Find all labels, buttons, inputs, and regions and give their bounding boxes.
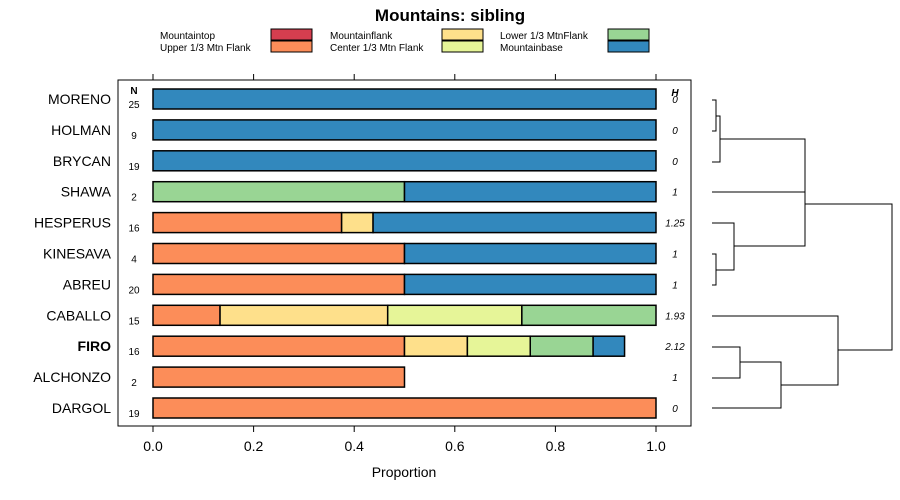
bar-segment bbox=[152, 180, 406, 203]
h-value: 2.12 bbox=[664, 342, 685, 353]
bar-segment bbox=[403, 180, 657, 203]
dendrogram-link bbox=[712, 315, 839, 386]
n-column-header: N bbox=[130, 86, 137, 97]
n-value: 16 bbox=[128, 224, 140, 235]
bar-segment bbox=[219, 304, 389, 327]
bar-segment bbox=[152, 119, 657, 141]
bar-segment bbox=[403, 242, 657, 265]
legend-label: Upper 1/3 Mtn Flank bbox=[160, 43, 252, 54]
n-value: 9 bbox=[131, 131, 137, 142]
n-value: 19 bbox=[128, 409, 140, 420]
n-value: 4 bbox=[131, 255, 137, 266]
x-axis-title: Proportion bbox=[372, 464, 437, 480]
legend-swatch bbox=[607, 40, 650, 53]
bar-segment bbox=[152, 211, 343, 234]
legend-swatch bbox=[607, 28, 650, 41]
legend-swatch bbox=[441, 28, 484, 41]
n-value: 15 bbox=[128, 316, 140, 327]
dendrogram-link bbox=[712, 222, 735, 271]
dendrogram-link bbox=[712, 361, 782, 409]
row-label: HESPERUS bbox=[34, 215, 111, 231]
legend-label: Lower 1/3 MtnFlank bbox=[500, 31, 589, 42]
row-label: KINESAVA bbox=[43, 246, 112, 262]
bar-segment bbox=[466, 335, 531, 357]
legend-swatch bbox=[441, 40, 484, 53]
row-label: HOLMAN bbox=[51, 122, 111, 138]
n-value: 2 bbox=[131, 193, 137, 204]
h-value: 0 bbox=[672, 157, 678, 168]
row-label: SHAWA bbox=[61, 184, 112, 200]
h-value: 1 bbox=[672, 188, 678, 199]
x-tick-label: 0.2 bbox=[244, 438, 264, 454]
bar-segment bbox=[340, 211, 374, 234]
bar-segment bbox=[152, 366, 406, 388]
h-value: 0 bbox=[672, 404, 678, 415]
dendrogram bbox=[712, 99, 893, 409]
dendrogram-link bbox=[720, 138, 806, 192]
h-value: 1.25 bbox=[665, 219, 685, 230]
bar-segment bbox=[152, 335, 406, 357]
x-tick-label: 0.6 bbox=[445, 438, 465, 454]
legend-label: Center 1/3 Mtn Flank bbox=[330, 43, 424, 54]
x-tick-label: 0.0 bbox=[143, 438, 163, 454]
dendrogram-link bbox=[805, 203, 893, 351]
n-value: 19 bbox=[128, 162, 140, 173]
row-label: CABALLO bbox=[46, 307, 111, 323]
bar-segment bbox=[386, 304, 523, 327]
dendrogram-link bbox=[712, 191, 806, 247]
row-label: BRYCAN bbox=[53, 153, 111, 169]
h-value: 0 bbox=[672, 126, 678, 137]
h-value: 1 bbox=[672, 373, 678, 384]
bar-segment bbox=[403, 273, 657, 296]
n-value: 2 bbox=[131, 378, 137, 389]
plot-frame bbox=[117, 79, 692, 427]
dendrogram-link bbox=[712, 253, 717, 286]
h-value: 1 bbox=[672, 280, 678, 291]
bar-rows: MORENO 25 0 HOLMAN 9 0 BRYCAN 19 0 SHAWA 2 1 HESPERU… bbox=[33, 88, 685, 420]
row-label: FIRO bbox=[78, 338, 112, 354]
legend-swatch bbox=[270, 40, 313, 53]
x-tick-label: 1.0 bbox=[646, 438, 666, 454]
row-label: ALCHONZO bbox=[33, 369, 111, 385]
chart-title: Mountains: sibling bbox=[375, 6, 525, 25]
bar-segment bbox=[152, 150, 657, 172]
n-value: 20 bbox=[128, 285, 140, 296]
row-label: ABREU bbox=[63, 276, 111, 292]
x-axis: 0.0 0.2 0.4 0.6 0.8 1.0 bbox=[143, 74, 666, 454]
bar-segment bbox=[372, 211, 657, 234]
legend-swatch bbox=[270, 28, 313, 41]
dendrogram-link bbox=[712, 99, 717, 132]
h-value: 0 bbox=[672, 95, 678, 106]
h-value: 1 bbox=[672, 250, 678, 261]
bar-segment bbox=[152, 304, 221, 327]
x-tick-label: 0.8 bbox=[546, 438, 566, 454]
legend-label: Mountaintop bbox=[160, 31, 215, 42]
bar-segment bbox=[529, 335, 594, 357]
row-label: DARGOL bbox=[52, 400, 111, 416]
row-label: MORENO bbox=[48, 91, 111, 107]
legend-label: Mountainbase bbox=[500, 43, 563, 54]
legend-label: Mountainflank bbox=[330, 31, 393, 42]
h-column-header: H bbox=[671, 88, 679, 99]
bar-segment bbox=[152, 273, 406, 296]
h-value: 1.93 bbox=[665, 311, 685, 322]
n-value: 25 bbox=[128, 100, 140, 111]
n-value: 16 bbox=[128, 347, 140, 358]
bar-segment bbox=[403, 335, 469, 357]
bar-segment bbox=[592, 335, 626, 357]
dendrogram-link bbox=[712, 346, 741, 379]
bar-segment bbox=[152, 242, 406, 265]
bar-segment bbox=[152, 88, 657, 110]
bar-segment bbox=[152, 397, 657, 419]
bar-segment bbox=[521, 304, 657, 327]
x-tick-label: 0.4 bbox=[344, 438, 364, 454]
